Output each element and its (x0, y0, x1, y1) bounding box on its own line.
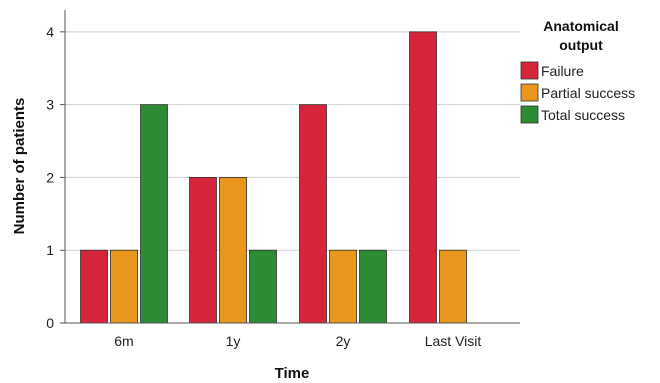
y-tick-label: 0 (46, 315, 54, 331)
y-tick-labels: 0 1 2 3 4 (46, 24, 65, 331)
legend-label-partial-success: Partial success (541, 85, 635, 101)
bar-failure-6m (80, 249, 108, 324)
bar-partial-success-1y (219, 177, 247, 324)
bar-partial-success-last-visit (439, 249, 467, 324)
bar-failure-1y (189, 177, 217, 324)
legend-swatch-partial-success (520, 83, 539, 102)
x-tick-label: 6m (114, 333, 133, 349)
axes (64, 10, 520, 324)
bar-total-success-2y (359, 249, 387, 324)
x-tick-label: 2y (336, 333, 351, 349)
x-tick-label: Last Visit (425, 333, 482, 349)
x-tick-label: 1y (226, 333, 241, 349)
legend-title-line-1: Anatomical (543, 18, 618, 34)
legend-label-total-success: Total success (541, 107, 625, 123)
x-tick-labels: 6m 1y 2y Last Visit (114, 333, 481, 349)
legend: Anatomical output Failure Partial success… (520, 18, 635, 124)
legend-label-failure: Failure (541, 63, 584, 79)
y-tick-label: 1 (46, 242, 54, 258)
bar-total-success-6m (140, 104, 168, 324)
gridlines (65, 31, 520, 251)
y-axis-title: Number of patients (11, 98, 28, 235)
y-tick-label: 4 (46, 24, 54, 40)
bar-partial-success-2y (329, 249, 357, 324)
y-tick-label: 3 (46, 97, 54, 113)
legend-title-line-2: output (559, 37, 603, 53)
legend-items: Failure Partial success Total success (520, 61, 635, 124)
x-axis-title: Time (275, 365, 310, 382)
bar-failure-last-visit (409, 31, 437, 324)
legend-swatch-failure (520, 61, 539, 80)
bar-total-success-1y (249, 249, 277, 324)
bar-failure-2y (299, 104, 327, 324)
legend-swatch-total-success (520, 105, 539, 124)
bar-partial-success-6m (110, 249, 138, 324)
y-tick-label: 2 (46, 169, 54, 185)
bars (80, 31, 467, 324)
